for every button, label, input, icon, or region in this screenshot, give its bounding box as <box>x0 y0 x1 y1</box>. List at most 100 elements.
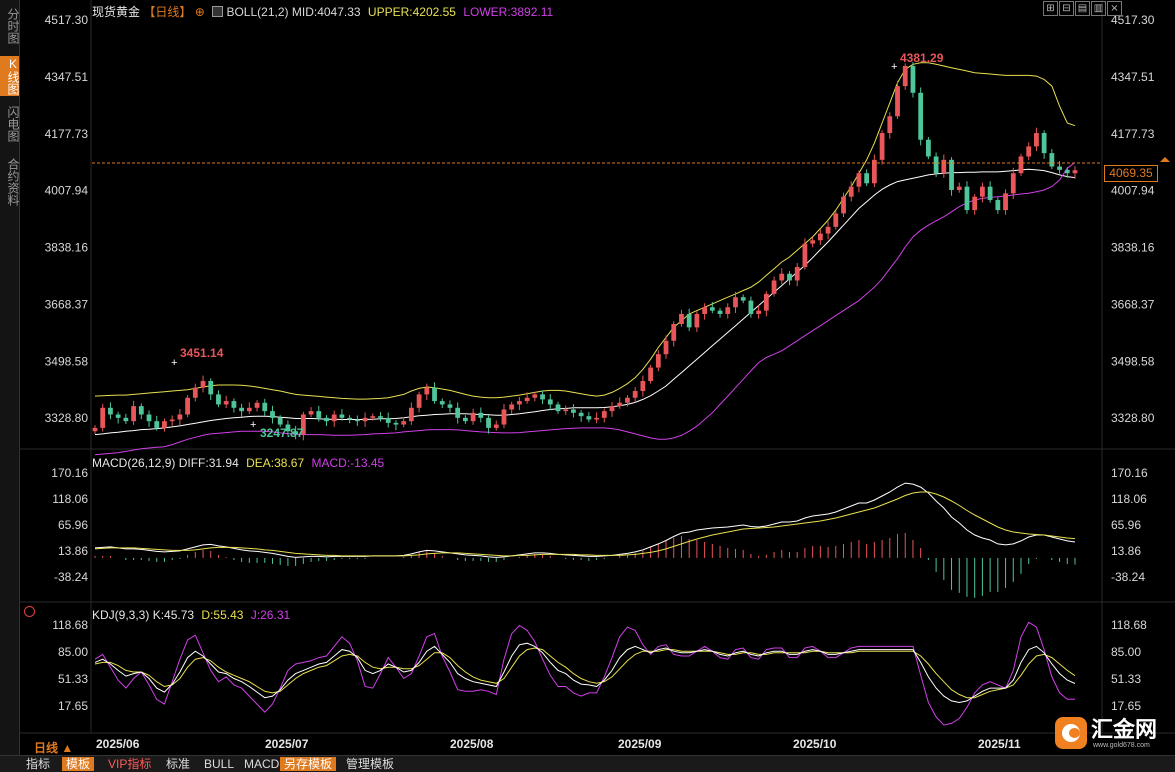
y-tick-label: 4007.94 <box>1111 184 1155 198</box>
period-switch[interactable]: 日线 ▲ <box>34 741 74 755</box>
tab-save-template[interactable]: 另存模板 <box>280 757 337 771</box>
sidebar-item-2[interactable]: 闪电图 <box>6 106 20 142</box>
candle-body <box>424 387 430 395</box>
chart-canvas[interactable]: 4517.30 4517.30 4347.51 4347.51 4177.73 4177.… <box>20 0 1175 755</box>
candle-body <box>609 406 615 412</box>
boll-label[interactable]: BOLL(21,2) <box>226 5 289 19</box>
candle-body <box>162 421 167 428</box>
y-tick-label: 3498.58 <box>45 354 89 368</box>
candle-body <box>918 92 924 140</box>
kdj-k: K:45.73 <box>152 608 195 622</box>
y-tick-label: 4177.73 <box>1111 127 1155 141</box>
macd-diff: DIFF:31.94 <box>178 456 239 470</box>
kdj-j: J:26.31 <box>250 608 291 622</box>
candle-body <box>138 406 144 415</box>
sidebar-item-3[interactable]: 合约资料 <box>6 158 20 206</box>
maximize-icon[interactable]: ⊞ <box>1043 1 1058 16</box>
y-tick-label: 4517.30 <box>45 13 89 27</box>
candle-body <box>756 310 762 314</box>
candle-body <box>285 424 291 432</box>
macd-name[interactable]: MACD(26,12,9) <box>92 456 176 470</box>
candle-body <box>208 380 214 395</box>
layout-alt-icon[interactable]: ▥ <box>1091 1 1106 16</box>
tab-indicators[interactable]: 指标 <box>26 757 51 771</box>
restore-icon[interactable]: ⊟ <box>1059 1 1074 16</box>
indicator-settings-icon[interactable] <box>212 6 224 17</box>
candle-body <box>949 159 954 190</box>
candle-body <box>1003 193 1008 211</box>
sidebar-item-0[interactable]: 分时图 <box>6 8 20 44</box>
price-up-arrow <box>1160 157 1170 162</box>
candle-body <box>277 417 283 425</box>
layout-icon[interactable]: ▤ <box>1075 1 1090 16</box>
candle-body <box>787 273 792 281</box>
candle-body <box>316 411 322 418</box>
candle-body <box>493 424 499 428</box>
x-tick-label: 2025/11 <box>978 737 1021 751</box>
kdj-name[interactable]: KDJ(9,3,3) <box>92 608 150 622</box>
x-tick-label: 2025/08 <box>450 737 494 751</box>
candle-body <box>794 267 800 281</box>
candle-body <box>517 401 522 405</box>
candle-body <box>370 416 376 418</box>
y-tick-label: 118.06 <box>1111 492 1147 506</box>
tab-templates[interactable]: 模板 <box>62 757 95 771</box>
candle-body <box>200 380 206 388</box>
add-icon[interactable]: ⊕ <box>194 5 205 19</box>
y-tick-label: 3838.16 <box>45 241 89 255</box>
period-label[interactable]: 【日线】 <box>143 5 192 19</box>
tab-macd[interactable]: MACD <box>244 757 280 771</box>
candle-body <box>1010 173 1016 194</box>
sidebar-item-1[interactable]: K线图 <box>0 56 20 96</box>
close-icon[interactable]: × <box>1107 1 1122 16</box>
candle-body <box>293 431 299 435</box>
candle-body <box>625 397 630 403</box>
kdj-d: D:55.43 <box>201 608 244 622</box>
candle-body <box>1064 169 1070 174</box>
kdj-close-icon[interactable] <box>24 606 35 617</box>
y-tick-label: -38.24 <box>54 570 88 584</box>
candle-body <box>270 411 275 418</box>
y-tick-label: 85.00 <box>58 645 88 659</box>
logo: 汇金网 www.gold678.com <box>1055 717 1165 751</box>
candle-body <box>779 273 785 281</box>
candle-body <box>231 401 237 408</box>
candle-body <box>439 401 445 405</box>
candle-body <box>455 407 461 418</box>
candle-body <box>100 407 106 428</box>
y-tick-label: 118.06 <box>52 492 88 506</box>
candle-body <box>871 159 877 184</box>
candle-body <box>108 407 113 415</box>
y-tick-label: 3328.80 <box>1111 411 1155 425</box>
y-tick-label: -38.24 <box>1111 570 1145 584</box>
tab-standard[interactable]: 标准 <box>166 757 191 771</box>
candle-body <box>262 402 268 412</box>
logo-text: 汇金网 <box>1091 717 1158 742</box>
candle-body <box>131 406 136 422</box>
candle-body <box>169 419 175 422</box>
candle-body <box>980 186 985 197</box>
tab-vip-indicators[interactable]: VIP指标 <box>108 757 152 771</box>
mid-high-marker: + <box>171 357 177 369</box>
candle-body <box>254 402 260 408</box>
boll-upper: UPPER:4202.55 <box>367 5 456 19</box>
candle-body <box>339 414 345 418</box>
macd-diff-line <box>94 482 1076 558</box>
candle-body <box>771 280 777 294</box>
y-tick-label: 4347.51 <box>45 70 89 84</box>
candle-body <box>910 66 916 93</box>
candle-body <box>239 407 245 412</box>
macd-dea-line <box>94 491 1076 557</box>
y-tick-label: 17.65 <box>1111 699 1141 713</box>
candle-body <box>300 414 306 435</box>
kdj-d-line <box>94 647 1076 699</box>
tab-manage-templates[interactable]: 管理模板 <box>346 757 395 771</box>
candle-body <box>733 297 738 308</box>
candle-body <box>532 394 538 398</box>
candle-body <box>246 407 252 412</box>
candle-body <box>578 412 584 417</box>
candle-body <box>486 417 491 428</box>
tab-bull[interactable]: BULL <box>204 757 235 771</box>
candle-body <box>810 240 816 244</box>
symbol-name: 现货黄金 <box>92 5 141 19</box>
